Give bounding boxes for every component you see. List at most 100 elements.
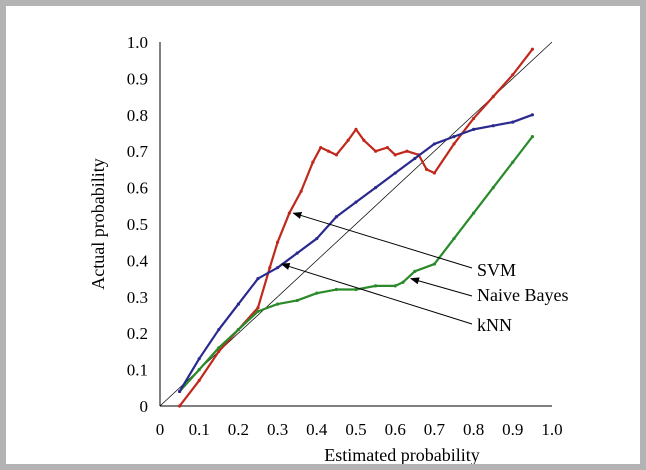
- y-tick-label: 1.0: [127, 33, 148, 52]
- x-tick-labels: 0 0.1 0.2 0.3 0.4 0.5 0.6 0.7 0.8 0.9 1.0: [156, 420, 563, 439]
- data-point-naive-bayes: [511, 160, 515, 164]
- data-point-naive-bayes: [217, 346, 221, 350]
- series-naive-bayes: [178, 135, 535, 394]
- data-point-knn: [217, 327, 221, 332]
- data-point-naive-bayes: [530, 135, 535, 139]
- data-point-naive-bayes: [413, 269, 417, 273]
- data-point-naive-bayes: [295, 298, 299, 303]
- series-line-svm: [178, 48, 534, 407]
- data-point-svm: [362, 138, 366, 142]
- data-point-naive-bayes: [334, 287, 338, 292]
- data-point-svm: [472, 116, 476, 121]
- annotation-arrow-knn: [280, 263, 473, 325]
- y-tick-label: 0.1: [127, 361, 148, 380]
- x-axis-label: Estimated probability: [324, 445, 479, 465]
- data-point-knn: [452, 135, 456, 139]
- data-point-knn: [432, 142, 436, 146]
- series-knn: [178, 113, 535, 394]
- y-tick-label: 0.4: [127, 251, 149, 270]
- data-point-knn: [354, 200, 358, 204]
- data-point-naive-bayes: [393, 284, 397, 288]
- data-point-svm: [385, 145, 389, 150]
- annotation-arrow-svm: [292, 212, 473, 269]
- data-point-naive-bayes: [315, 291, 319, 295]
- data-point-svm: [491, 95, 495, 99]
- data-point-naive-bayes: [491, 186, 495, 190]
- x-tick-label: 0.7: [424, 420, 446, 439]
- annotations: SVM Naive Bayes kNN: [280, 212, 568, 335]
- data-point-svm: [530, 47, 535, 51]
- annotation-naive-bayes: Naive Bayes: [477, 285, 568, 305]
- y-tick-label: 0.9: [127, 69, 148, 88]
- data-point-naive-bayes: [401, 280, 405, 284]
- data-point-svm: [268, 266, 272, 270]
- data-point-knn: [413, 156, 417, 161]
- data-point-naive-bayes: [452, 236, 456, 241]
- data-point-knn: [472, 127, 476, 131]
- data-point-svm: [432, 171, 436, 175]
- data-point-svm: [287, 211, 291, 215]
- data-point-svm: [276, 240, 280, 244]
- data-point-svm: [334, 153, 338, 157]
- data-point-naive-bayes: [256, 309, 260, 313]
- y-tick-label: 0.7: [127, 142, 149, 161]
- y-tick-labels: 0 0.1 0.2 0.3 0.4 0.5 0.6 0.7 0.8 0.9 1.0: [127, 33, 149, 416]
- data-point-knn: [530, 113, 535, 117]
- data-point-knn: [197, 357, 201, 361]
- data-point-svm: [374, 149, 378, 153]
- data-point-naive-bayes: [432, 262, 436, 266]
- annotation-svm: SVM: [477, 260, 516, 280]
- y-tick-label: 0.5: [127, 215, 148, 234]
- data-point-svm: [354, 127, 358, 131]
- x-tick-label: 0.8: [463, 420, 484, 439]
- data-point-naive-bayes: [472, 211, 476, 215]
- y-axis-label: Actual probability: [88, 158, 108, 289]
- x-tick-label: 1.0: [541, 420, 562, 439]
- x-tick-label: 0.2: [228, 420, 249, 439]
- y-tick-label: 0.2: [127, 324, 148, 343]
- series-line-naive-bayes: [178, 135, 534, 393]
- data-point-naive-bayes: [197, 368, 201, 372]
- data-point-naive-bayes: [236, 327, 240, 332]
- data-point-knn: [315, 236, 319, 241]
- data-point-knn: [236, 302, 240, 306]
- data-point-knn: [276, 266, 280, 270]
- data-point-svm: [405, 149, 409, 153]
- data-point-svm: [217, 349, 221, 353]
- data-point-knn: [334, 215, 338, 219]
- x-tick-label: 0.5: [345, 420, 366, 439]
- data-point-svm: [424, 167, 429, 171]
- data-point-svm: [511, 73, 515, 77]
- data-point-naive-bayes: [374, 284, 378, 288]
- data-point-svm: [326, 149, 331, 153]
- annotation-knn: kNN: [477, 315, 512, 335]
- series-line-knn: [178, 113, 533, 393]
- data-point-knn: [178, 389, 182, 394]
- data-point-svm: [197, 378, 201, 383]
- y-tick-label: 0.3: [127, 288, 148, 307]
- calibration-chart: 0 0.1 0.2 0.3 0.4 0.5 0.6 0.7 0.8 0.9 1.0 00.10.20…: [88, 33, 568, 465]
- data-point-svm: [452, 142, 456, 146]
- annotation-arrow-naive-bayes: [410, 277, 473, 297]
- x-tick-label: 0.1: [189, 420, 210, 439]
- data-point-knn: [491, 124, 495, 128]
- data-point-svm: [256, 306, 260, 310]
- data-point-naive-bayes: [354, 287, 358, 292]
- data-point-svm: [393, 153, 397, 157]
- y-tick-label: 0: [140, 397, 149, 416]
- x-tick-label: 0: [156, 420, 165, 439]
- y-tick-label: 0.8: [127, 106, 148, 125]
- data-point-svm: [299, 189, 303, 193]
- axes: [159, 42, 552, 407]
- data-point-knn: [511, 120, 515, 124]
- data-point-knn: [374, 186, 378, 190]
- x-tick-label: 0.3: [267, 420, 288, 439]
- data-point-svm: [319, 145, 323, 150]
- series-svm: [178, 47, 535, 408]
- series-lines: [178, 47, 535, 408]
- data-point-knn: [295, 251, 299, 255]
- data-point-svm: [311, 160, 315, 164]
- data-point-knn: [393, 171, 397, 175]
- data-point-svm: [178, 404, 182, 408]
